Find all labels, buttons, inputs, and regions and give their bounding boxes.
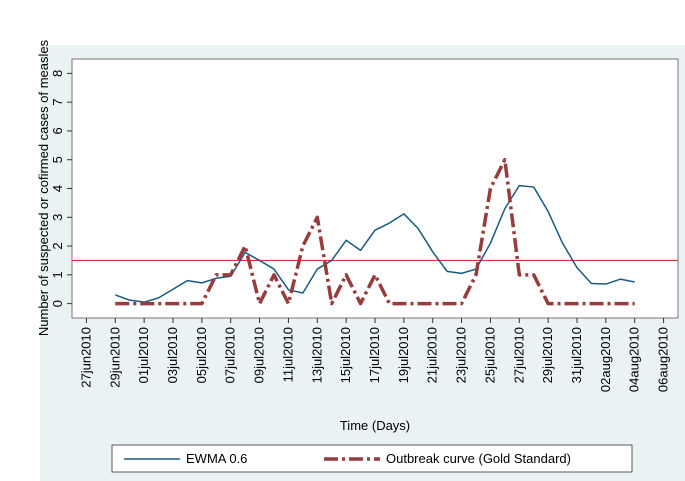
x-tick-label: 13jul2010 <box>309 327 324 383</box>
x-tick-label: 25jul2010 <box>482 327 497 383</box>
x-tick-label: 15jul2010 <box>338 327 353 383</box>
legend <box>111 444 633 473</box>
x-tick-label: 03jul2010 <box>165 327 180 383</box>
legend-label: Outbreak curve (Gold Standard) <box>386 451 571 466</box>
x-tick-label: 06aug2010 <box>656 327 671 392</box>
x-tick-label: 31jul2010 <box>569 327 584 383</box>
plot-region <box>71 58 679 319</box>
x-tick-label: 27jul2010 <box>511 327 526 383</box>
y-axis-title: Number of suspected or cofirmed cases of… <box>36 39 51 336</box>
y-tick-label: 8 <box>50 70 65 77</box>
y-tick-label: 0 <box>50 300 65 307</box>
y-tick-label: 4 <box>50 185 65 192</box>
y-tick-label: 5 <box>50 156 65 163</box>
legend-label: EWMA 0.6 <box>186 451 247 466</box>
series-line <box>115 157 635 306</box>
x-tick-label: 07jul2010 <box>223 327 238 383</box>
x-tick-label: 21jul2010 <box>425 327 440 383</box>
x-tick-label: 23jul2010 <box>454 327 469 383</box>
x-tick-label: 29jun2010 <box>107 327 122 388</box>
y-tick-label: 2 <box>50 242 65 249</box>
x-tick-label: 02aug2010 <box>598 327 613 392</box>
x-tick-label: 27jun2010 <box>78 327 93 388</box>
x-tick-label: 05jul2010 <box>194 327 209 383</box>
x-tick-label: 11jul2010 <box>280 327 295 382</box>
x-tick-label: 29jul2010 <box>540 327 555 383</box>
y-tick-label: 1 <box>50 271 65 278</box>
y-tick-label: 6 <box>50 127 65 134</box>
y-tick-label: 7 <box>50 99 65 106</box>
x-tick-label: 01jul2010 <box>136 327 151 383</box>
series-line <box>115 184 635 303</box>
y-tick-label: 3 <box>50 214 65 221</box>
x-tick-label: 17jul2010 <box>367 327 382 383</box>
x-tick-label: 09jul2010 <box>252 327 267 383</box>
x-tick-label: 19jul2010 <box>396 327 411 383</box>
x-tick-label: 04aug2010 <box>627 327 642 392</box>
x-axis-title: Time (Days) <box>340 418 410 433</box>
